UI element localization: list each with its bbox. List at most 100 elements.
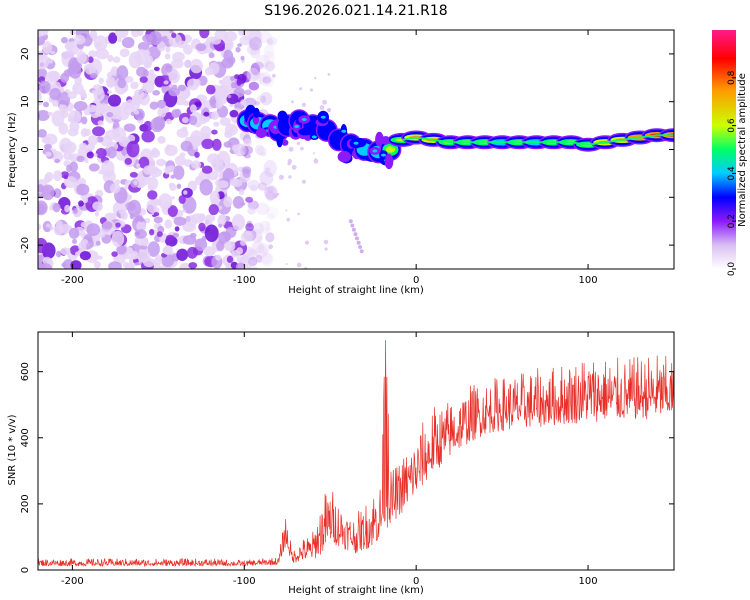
noise-blob bbox=[259, 170, 274, 186]
noise-blob bbox=[50, 51, 56, 55]
noise-blob bbox=[85, 64, 96, 75]
x-tick-label: 100 bbox=[579, 275, 598, 286]
snr-x-tick-label: -100 bbox=[233, 576, 256, 587]
noise-blob bbox=[194, 151, 200, 158]
noise-blob bbox=[263, 51, 276, 65]
noise-blob bbox=[183, 190, 188, 195]
signal-fragment bbox=[317, 128, 325, 136]
noise-blob bbox=[255, 202, 270, 215]
noise-blob bbox=[153, 212, 160, 217]
noise-speck bbox=[278, 174, 284, 180]
noise-blob bbox=[38, 35, 46, 46]
signal-fragment bbox=[281, 139, 289, 146]
noise-blob bbox=[259, 71, 272, 87]
noise-blob bbox=[248, 256, 258, 267]
noise-blob bbox=[180, 140, 193, 152]
noise-blob bbox=[56, 250, 62, 258]
noise-blob bbox=[242, 168, 251, 179]
noise-speck bbox=[296, 262, 302, 268]
noise-blob bbox=[173, 165, 185, 180]
noise-blob bbox=[137, 41, 150, 52]
colorbar-tick-label: 0.6 bbox=[727, 118, 737, 133]
noise-blob bbox=[218, 231, 230, 245]
noise-blob bbox=[107, 94, 122, 107]
noise-speck bbox=[327, 73, 331, 76]
noise-blob bbox=[229, 110, 239, 118]
noise-blob bbox=[147, 184, 154, 191]
noise-blob bbox=[264, 226, 272, 232]
noise-blob bbox=[243, 138, 252, 147]
noise-blob bbox=[265, 167, 271, 171]
noise-blob bbox=[52, 202, 61, 213]
noise-blob bbox=[165, 234, 175, 242]
noise-blob bbox=[255, 54, 270, 67]
noise-blob bbox=[70, 260, 82, 269]
signal-fragment bbox=[276, 132, 284, 148]
noise-blob bbox=[153, 257, 163, 266]
noise-blob bbox=[263, 44, 275, 58]
noise-blob bbox=[136, 215, 144, 222]
noise-blob bbox=[152, 149, 160, 155]
noise-blob bbox=[172, 232, 180, 238]
noise-blob bbox=[42, 41, 53, 54]
noise-blob bbox=[189, 130, 204, 147]
noise-blob bbox=[184, 59, 192, 68]
noise-blob bbox=[158, 193, 173, 210]
signal-ridge bbox=[402, 134, 674, 146]
noise-blob bbox=[133, 110, 140, 115]
noise-blob bbox=[41, 136, 52, 144]
noise-blob bbox=[267, 186, 274, 194]
noise-blob bbox=[94, 211, 100, 217]
snr-panel: -200 -100 0 100 0 200 400 600 Height of straigh… bbox=[7, 331, 675, 596]
x-tick-label: 0 bbox=[413, 275, 419, 286]
noise-blob bbox=[81, 239, 89, 245]
noise-blob bbox=[134, 229, 147, 239]
noise-blob bbox=[120, 210, 128, 220]
noise-blob bbox=[179, 152, 186, 157]
noise-blob bbox=[115, 222, 121, 228]
noise-blob bbox=[211, 36, 222, 45]
signal-fragment-core bbox=[294, 125, 300, 128]
noise-blob bbox=[214, 87, 228, 100]
noise-speck bbox=[272, 73, 276, 78]
noise-blob bbox=[72, 238, 77, 244]
noise-blob bbox=[117, 37, 122, 43]
noise-blob bbox=[212, 138, 222, 151]
noise-blob bbox=[229, 103, 234, 107]
noise-blob bbox=[199, 179, 213, 196]
signal-fragment-core bbox=[301, 118, 307, 121]
chart-title: S196.2026.021.14.21.R18 bbox=[264, 3, 447, 19]
noise-blob bbox=[211, 158, 220, 170]
noise-blob bbox=[38, 92, 42, 102]
noise-blob bbox=[170, 58, 184, 69]
noise-blob bbox=[38, 53, 50, 70]
noise-blob bbox=[165, 118, 172, 125]
noise-blob bbox=[131, 250, 139, 260]
noise-blob bbox=[53, 188, 62, 199]
noise-blob bbox=[44, 143, 52, 150]
noise-blob bbox=[53, 225, 64, 236]
noise-blob bbox=[204, 218, 213, 227]
noise-speck bbox=[288, 175, 292, 179]
noise-blob bbox=[47, 111, 53, 116]
noise-blob bbox=[124, 157, 132, 165]
snr-x-axis-label: Height of straight line (km) bbox=[288, 585, 424, 596]
noise-blob bbox=[119, 48, 130, 58]
noise-blob bbox=[118, 136, 130, 147]
noise-blob bbox=[255, 254, 263, 263]
noise-blob bbox=[256, 95, 264, 104]
noise-blob bbox=[164, 219, 172, 229]
noise-blob bbox=[229, 178, 239, 187]
noise-blob bbox=[195, 238, 208, 252]
noise-blob bbox=[259, 151, 267, 157]
colorbar-gradient bbox=[712, 30, 736, 269]
noise-blob bbox=[87, 135, 99, 146]
noise-blob bbox=[203, 246, 216, 257]
noise-blob bbox=[170, 174, 175, 179]
noise-blob bbox=[73, 86, 78, 91]
noise-blob bbox=[59, 104, 68, 114]
noise-blob bbox=[86, 151, 94, 159]
noise-blob bbox=[148, 30, 162, 46]
noise-blob bbox=[97, 255, 103, 260]
noise-blob bbox=[80, 221, 87, 228]
